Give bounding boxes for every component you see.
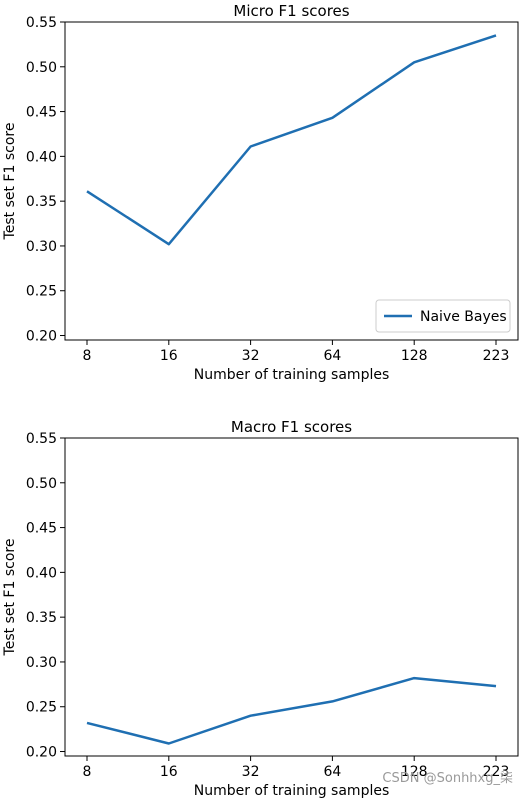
chart-title: Micro F1 scores — [233, 2, 349, 20]
macro-f1-chart: Macro F1 scores 0.20 0.25 0.30 0.35 0.40 0.45 0… — [2, 418, 519, 799]
y-tick-label: 0.30 — [26, 655, 57, 671]
y-tick-label: 0.50 — [26, 476, 57, 492]
plot-frame — [64, 21, 519, 341]
y-tick-label: 0.35 — [26, 610, 57, 626]
y-tick-label: 0.55 — [26, 431, 57, 447]
y-tick-label: 0.25 — [26, 284, 57, 300]
x-tick-label: 128 — [401, 764, 428, 780]
y-tick-label: 0.20 — [26, 745, 57, 761]
y-axis-label: Test set F1 score — [2, 123, 18, 241]
plot-frame — [64, 437, 519, 757]
watermark: CSDN @Sonhhxg_柒 — [382, 771, 513, 786]
y-tick-label: 0.20 — [26, 329, 57, 345]
x-tick-label: 32 — [242, 348, 260, 364]
x-tick-label: 16 — [160, 764, 178, 780]
y-axis-label: Test set F1 score — [2, 539, 18, 657]
chart-title: Macro F1 scores — [231, 418, 352, 436]
x-tick-label: 223 — [483, 348, 510, 364]
x-tick-label: 16 — [160, 348, 178, 364]
x-tick-label: 8 — [83, 348, 92, 364]
legend-label: Naive Bayes — [420, 309, 507, 325]
y-tick-label: 0.35 — [26, 194, 57, 210]
x-tick-label: 64 — [323, 348, 341, 364]
x-tick-label: 223 — [483, 764, 510, 780]
x-tick-label: 64 — [323, 764, 341, 780]
y-tick-label: 0.25 — [26, 700, 57, 716]
x-tick-label: 128 — [401, 348, 428, 364]
y-tick-label: 0.40 — [26, 149, 57, 165]
y-tick-label: 0.45 — [26, 521, 57, 537]
series-line — [86, 676, 497, 745]
y-tick-label: 0.55 — [26, 15, 57, 31]
y-tick-label: 0.50 — [26, 60, 57, 76]
series-line — [86, 34, 497, 246]
x-tick-label: 32 — [242, 764, 260, 780]
legend-box — [375, 299, 511, 333]
x-tick-label: 8 — [83, 764, 92, 780]
x-axis-label: Number of training samples — [194, 783, 390, 799]
y-tick-label: 0.40 — [26, 565, 57, 581]
y-tick-label: 0.30 — [26, 239, 57, 255]
x-axis-label: Number of training samples — [194, 367, 390, 383]
y-tick-label: 0.45 — [26, 105, 57, 121]
micro-f1-chart: Micro F1 scores 0.20 0.25 0.30 0.35 0.40 0.45 0… — [2, 2, 519, 383]
